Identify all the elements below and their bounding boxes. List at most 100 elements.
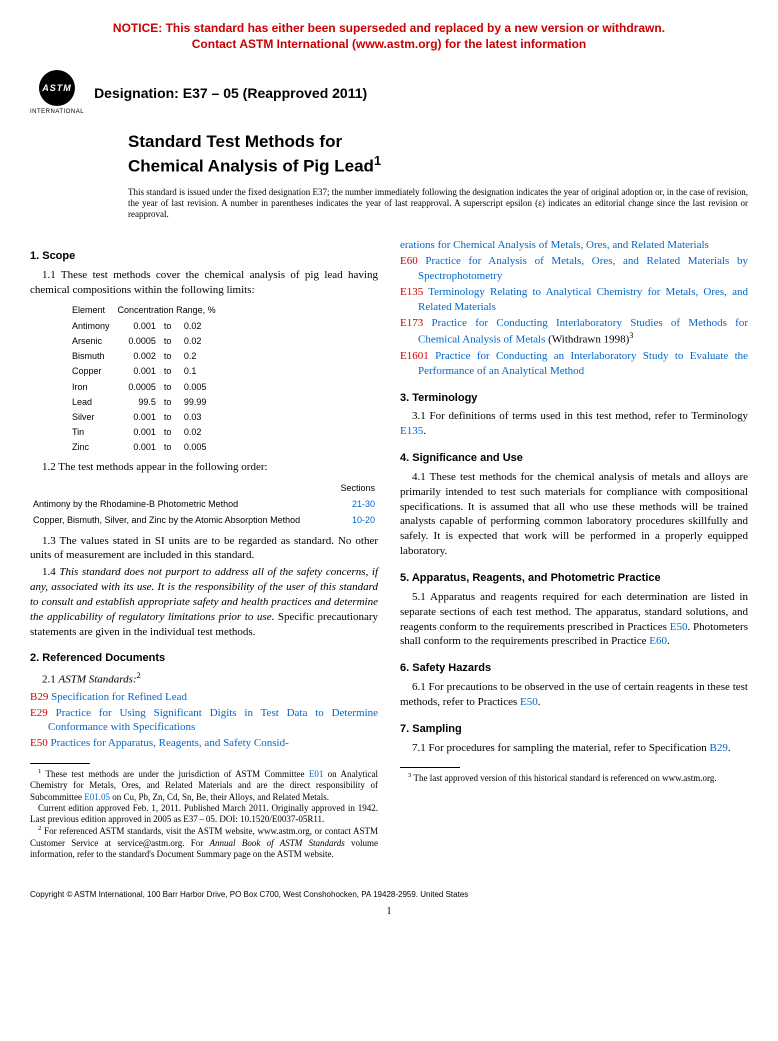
- sections-table: Sections Antimony by the Rhodamine-B Pho…: [30, 479, 378, 529]
- table-row: Antimony by the Rhodamine-B Photometric …: [32, 497, 376, 511]
- logo-caption: INTERNATIONAL: [30, 108, 84, 116]
- issuance-note: This standard is issued under the fixed …: [128, 187, 748, 219]
- s6l1[interactable]: E50: [520, 696, 538, 708]
- title-l2: Chemical Analysis of Pig Lead: [128, 157, 374, 176]
- s1-h: 1. Scope: [30, 249, 378, 264]
- s2-h: 2. Referenced Documents: [30, 651, 378, 666]
- ref-entry: E135 Terminology Relating to Analytical …: [400, 285, 748, 315]
- el-lo: 0.0005: [118, 335, 162, 348]
- s3-p1: 3.1 For definitions of terms used in thi…: [400, 409, 748, 439]
- el-to: to: [164, 320, 182, 333]
- element-table: Element Concentration Range, % Antimony0…: [70, 302, 224, 456]
- el-hi: 0.1: [184, 365, 222, 378]
- s3-h: 3. Terminology: [400, 391, 748, 406]
- table-row: Sections: [32, 481, 376, 495]
- th-range: Concentration Range, %: [118, 304, 222, 318]
- el-hi: 0.02: [184, 426, 222, 439]
- ref-text[interactable]: Practice for Analysis of Metals, Ores, a…: [418, 255, 748, 282]
- s7l1[interactable]: B29: [710, 742, 728, 754]
- fn1l2[interactable]: E01.05: [84, 792, 110, 802]
- ref-text[interactable]: Practice for Conducting an Interlaborato…: [418, 350, 748, 377]
- s1-p2: 1.2 The test methods appear in the follo…: [30, 460, 378, 475]
- el-lo: 0.001: [118, 365, 162, 378]
- sections-link[interactable]: 21-30: [335, 497, 376, 511]
- ref-text[interactable]: erations for Chemical Analysis of Metals…: [400, 239, 709, 251]
- el-hi: 0.02: [184, 335, 222, 348]
- ref-code[interactable]: E173: [400, 317, 423, 329]
- title-l1: Standard Test Methods for: [128, 132, 342, 151]
- ref-text[interactable]: Terminology Relating to Analytical Chemi…: [418, 286, 748, 313]
- page-number: 1: [30, 905, 748, 919]
- logo-globe-icon: ASTM: [39, 70, 75, 106]
- designation: Designation: E37 – 05 (Reapproved 2011): [94, 84, 367, 103]
- s2p1b: ASTM Standards:: [59, 674, 137, 686]
- ref-text[interactable]: Specification for Refined Lead: [51, 691, 187, 703]
- el-to: to: [164, 396, 182, 409]
- ref-code[interactable]: E1601: [400, 350, 429, 362]
- el-lo: 0.001: [118, 411, 162, 424]
- fn3: The last approved version of this histor…: [413, 773, 716, 783]
- ref-code[interactable]: E135: [400, 286, 423, 298]
- footnote-1b: Current edition approved Feb. 1, 2011. P…: [30, 803, 378, 826]
- right-column: erations for Chemical Analysis of Metals…: [400, 237, 748, 860]
- ref-tail: (Withdrawn 1998): [545, 334, 629, 346]
- fn1l1[interactable]: E01: [309, 769, 324, 779]
- s2-p1: 2.1 ASTM Standards:2: [30, 670, 378, 688]
- el-hi: 0.005: [184, 381, 222, 394]
- footnote-2: 2 For referenced ASTM standards, visit t…: [30, 825, 378, 860]
- left-column: 1. Scope 1.1 These test methods cover th…: [30, 237, 378, 860]
- ref-entry: E29 Practice for Using Significant Digit…: [30, 706, 378, 736]
- el-name: Tin: [72, 426, 116, 439]
- el-to: to: [164, 365, 182, 378]
- footnote-rule-r: [400, 767, 460, 768]
- table-row: Element Concentration Range, %: [72, 304, 222, 318]
- table-row: Zinc0.001to0.005: [72, 441, 222, 454]
- ref-entry: E60 Practice for Analysis of Metals, Ore…: [400, 254, 748, 284]
- el-lo: 99.5: [118, 396, 162, 409]
- notice-line2: Contact ASTM International (www.astm.org…: [192, 37, 586, 51]
- ref-code[interactable]: B29: [30, 691, 48, 703]
- s6-h: 6. Safety Hazards: [400, 661, 748, 676]
- el-lo: 0.0005: [118, 381, 162, 394]
- s7b: .: [728, 742, 731, 754]
- el-name: Silver: [72, 411, 116, 424]
- sections-link[interactable]: 10-20: [335, 513, 376, 527]
- table-row: Copper0.001to0.1: [72, 365, 222, 378]
- el-name: Arsenic: [72, 335, 116, 348]
- body-columns: 1. Scope 1.1 These test methods cover th…: [30, 237, 748, 860]
- table-row: Arsenic0.0005to0.02: [72, 335, 222, 348]
- notice: NOTICE: This standard has either been su…: [30, 20, 748, 52]
- el-hi: 0.02: [184, 320, 222, 333]
- s6b: .: [538, 696, 541, 708]
- header: ASTM INTERNATIONAL Designation: E37 – 05…: [30, 70, 748, 116]
- astm-logo: ASTM INTERNATIONAL: [30, 70, 84, 116]
- ref-text[interactable]: Practices for Apparatus, Reagents, and S…: [50, 737, 288, 749]
- table-row: Bismuth0.002to0.2: [72, 350, 222, 363]
- title-sup: 1: [374, 153, 381, 168]
- s7-h: 7. Sampling: [400, 722, 748, 737]
- s3-link[interactable]: E135: [400, 425, 423, 437]
- ref-text[interactable]: Practice for Using Significant Digits in…: [48, 707, 378, 734]
- table-row: Tin0.001to0.02: [72, 426, 222, 439]
- s5l1[interactable]: E50: [670, 621, 688, 633]
- table-row: Iron0.0005to0.005: [72, 381, 222, 394]
- sec-head: Sections: [335, 481, 376, 495]
- ref-code[interactable]: E29: [30, 707, 48, 719]
- ref-entry: E50 Practices for Apparatus, Reagents, a…: [30, 736, 378, 751]
- method: Antimony by the Rhodamine-B Photometric …: [32, 497, 333, 511]
- table-row: Copper, Bismuth, Silver, and Zinc by the…: [32, 513, 376, 527]
- fn2i: Annual Book of ASTM Standards: [210, 838, 345, 848]
- ref-code[interactable]: E60: [400, 255, 418, 267]
- ref-entry: E1601 Practice for Conducting an Interla…: [400, 349, 748, 379]
- s4-h: 4. Significance and Use: [400, 451, 748, 466]
- s1-p1: 1.1 These test methods cover the chemica…: [30, 268, 378, 298]
- s5c: .: [667, 635, 670, 647]
- doc-title: Standard Test Methods for Chemical Analy…: [128, 132, 748, 176]
- el-hi: 0.03: [184, 411, 222, 424]
- ref-code[interactable]: E50: [30, 737, 48, 749]
- s6-p1: 6.1 For precautions to be observed in th…: [400, 680, 748, 710]
- notice-line1: NOTICE: This standard has either been su…: [113, 21, 665, 35]
- s5l2[interactable]: E60: [649, 635, 667, 647]
- s5-h: 5. Apparatus, Reagents, and Photometric …: [400, 571, 748, 586]
- s2sup: 2: [137, 671, 141, 680]
